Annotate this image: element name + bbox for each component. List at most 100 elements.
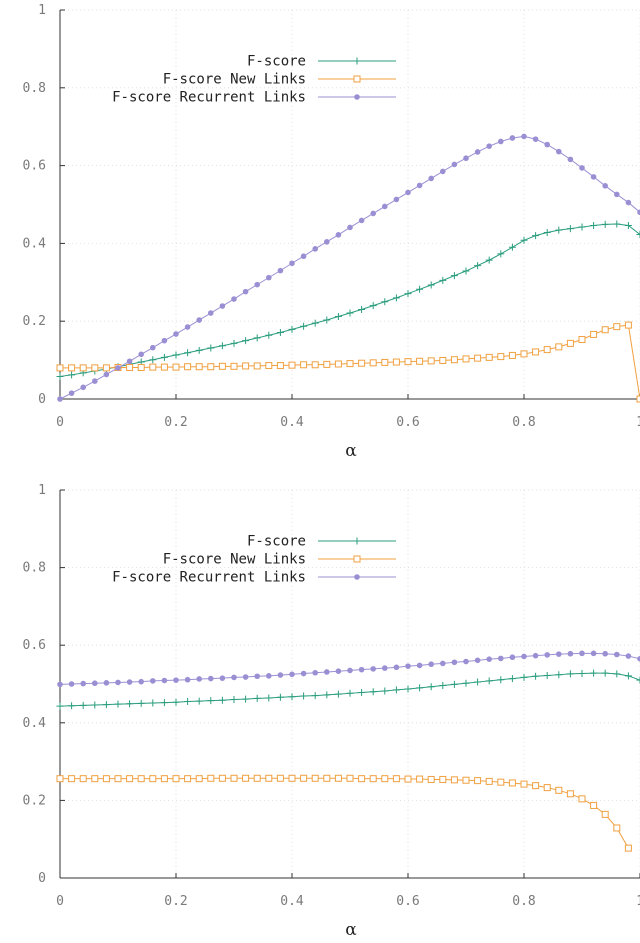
data-point — [195, 775, 203, 783]
data-point — [567, 650, 574, 657]
data-point — [358, 217, 365, 224]
data-point — [288, 361, 296, 369]
data-point — [566, 339, 574, 347]
data-point — [590, 650, 597, 657]
data-point — [590, 174, 597, 180]
data-point — [508, 243, 516, 251]
data-point — [382, 203, 388, 210]
data-point — [347, 224, 353, 231]
data-point — [555, 226, 563, 234]
data-point — [613, 220, 621, 228]
data-point — [578, 670, 586, 678]
data-point — [288, 325, 296, 333]
data-point — [254, 673, 260, 680]
data-point — [195, 363, 203, 371]
data-point — [56, 775, 64, 783]
data-point — [219, 303, 226, 309]
data-point — [601, 220, 609, 228]
data-point — [450, 356, 458, 364]
data-point — [370, 666, 377, 672]
data-point — [636, 676, 640, 684]
data-point — [219, 675, 226, 681]
x-tick-label: 0.8 — [512, 894, 535, 909]
data-point — [439, 276, 447, 284]
data-point — [532, 652, 539, 659]
data-point — [172, 351, 180, 359]
data-point — [126, 358, 133, 365]
x-tick-label: 0.8 — [512, 415, 535, 430]
data-point — [149, 356, 157, 364]
data-point — [334, 360, 342, 368]
data-point — [450, 680, 458, 688]
data-point — [532, 232, 540, 240]
data-point — [266, 673, 272, 679]
data-point — [196, 317, 202, 323]
data-point — [102, 775, 110, 783]
data-point — [103, 371, 110, 378]
data-point — [218, 362, 226, 370]
y-tick-label: 0.2 — [23, 793, 46, 808]
data-point — [486, 143, 493, 149]
data-point — [184, 676, 191, 683]
data-point — [92, 378, 98, 384]
data-point — [579, 650, 585, 657]
data-point — [521, 653, 527, 660]
data-point — [323, 316, 331, 324]
data-point — [427, 357, 435, 365]
data-point — [601, 810, 609, 818]
data-point — [358, 306, 366, 314]
grid — [59, 489, 640, 879]
data-point — [115, 679, 121, 686]
series-f-score-new-links — [56, 774, 632, 852]
data-point — [590, 222, 598, 230]
data-point — [289, 260, 295, 267]
data-point — [579, 165, 585, 171]
data-point — [498, 655, 504, 662]
data-point — [428, 661, 435, 668]
data-point — [346, 360, 354, 368]
data-point — [126, 679, 133, 685]
data-point — [346, 774, 354, 782]
data-point — [532, 136, 539, 142]
y-tick-label: 1 — [38, 483, 46, 498]
x-tick-label: 0.6 — [396, 415, 419, 430]
series-f-score — [56, 669, 640, 710]
data-point — [289, 671, 295, 678]
x-tick-label: 1 — [636, 415, 640, 430]
data-point — [208, 310, 214, 316]
data-point — [521, 133, 527, 140]
data-point — [324, 239, 330, 245]
legend: F-score F-score New Links F-score Recurren… — [112, 534, 396, 586]
grid — [59, 9, 640, 400]
data-point — [207, 774, 215, 782]
data-point — [230, 362, 238, 370]
data-point — [57, 681, 63, 688]
data-point — [300, 692, 308, 700]
x-axis-label: α — [345, 441, 357, 461]
data-point — [218, 696, 226, 704]
data-point — [138, 351, 144, 358]
y-tick-label: 1 — [38, 3, 46, 18]
data-point — [381, 687, 389, 695]
data-point — [312, 669, 319, 676]
data-point — [265, 774, 273, 782]
data-point — [508, 351, 516, 359]
data-point — [242, 337, 250, 345]
data-point — [161, 337, 168, 344]
data-point — [543, 784, 551, 792]
data-point — [462, 267, 470, 275]
data-point — [126, 363, 134, 371]
data-point — [91, 364, 99, 372]
legend-label: F-score New Links — [163, 72, 306, 88]
data-point — [474, 149, 481, 155]
data-point — [160, 363, 168, 371]
data-point — [300, 322, 308, 330]
series-line — [59, 223, 640, 377]
data-point — [369, 359, 377, 367]
legend-label: F-score — [247, 534, 306, 550]
data-point — [427, 683, 435, 691]
data-point — [462, 776, 470, 784]
series-line — [59, 135, 640, 400]
data-point — [416, 684, 424, 692]
